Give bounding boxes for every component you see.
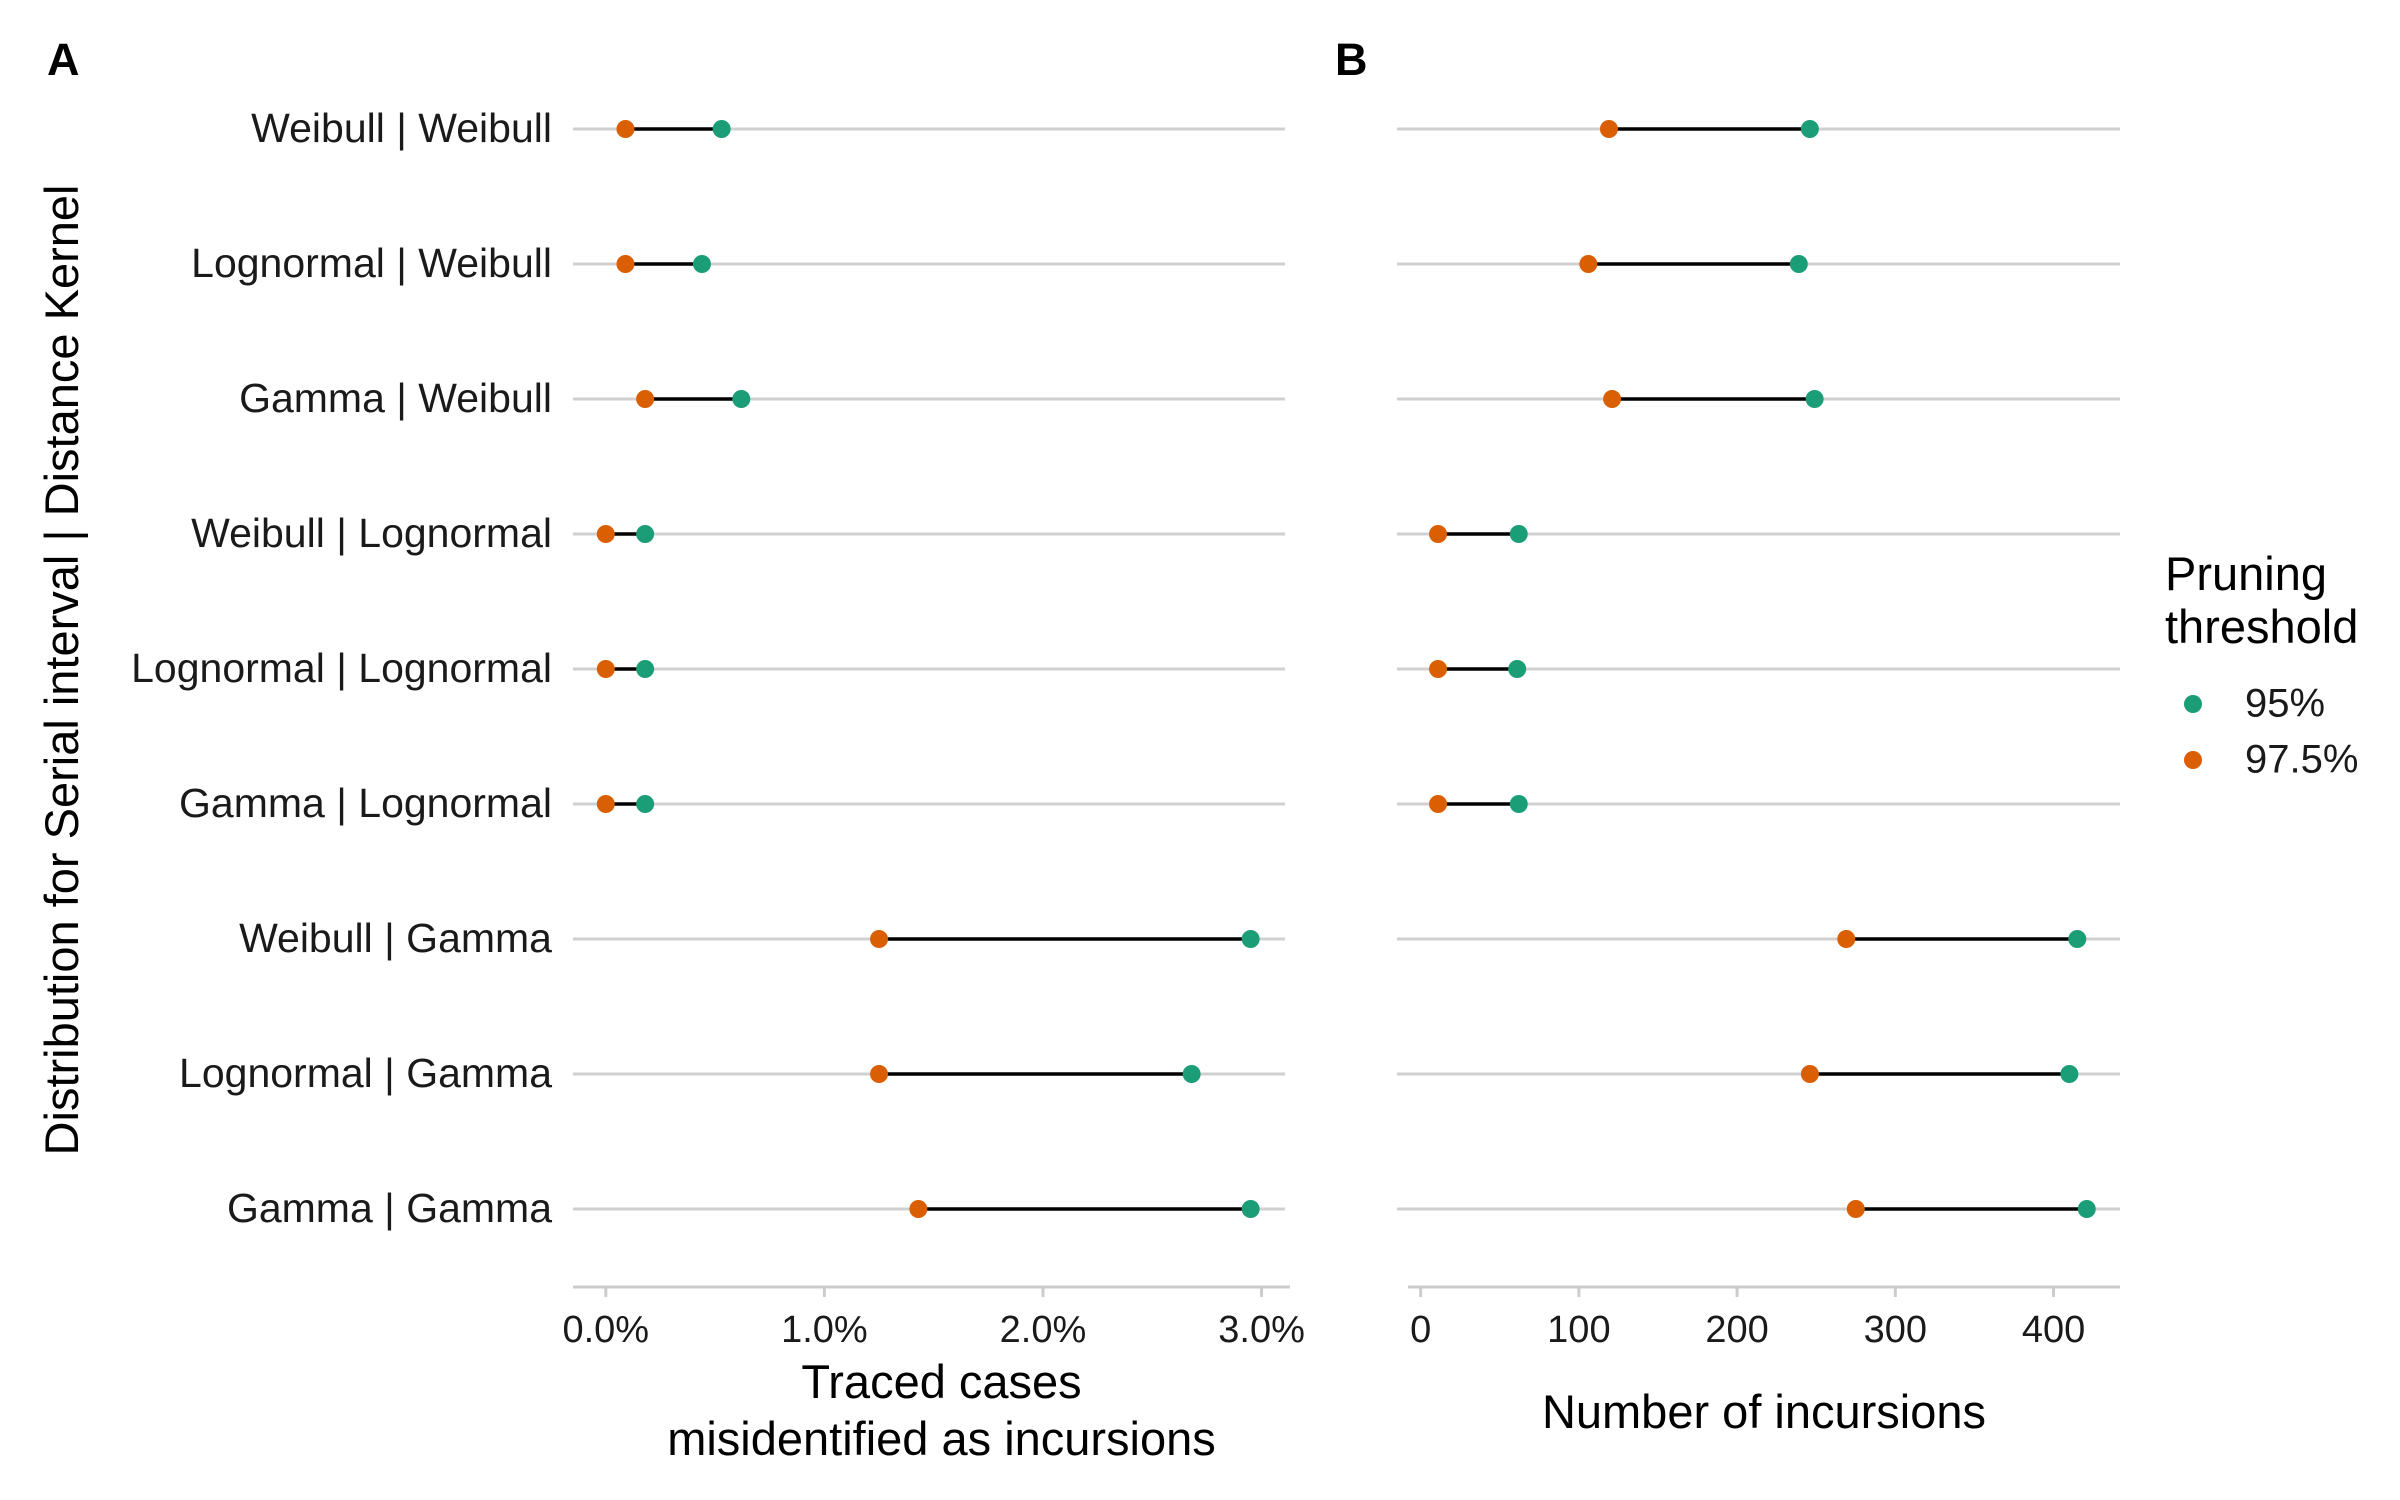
y-tick-label: Lognormal | Gamma [179,1050,552,1096]
panel-a: A Weibull | Weibull Lognormal | Weibull Gam… [47,34,1305,1465]
point-97-5 [596,795,615,813]
y-tick-label: Weibull | Gamma [239,915,552,961]
x-tick-label: 400 [2022,1309,2085,1351]
point-97-5 [870,930,889,948]
point-95 [1508,660,1527,678]
point-97-5 [1429,795,1448,813]
y-tick-label: Weibull | Lognormal [191,510,552,556]
panel-label-b: B [1335,34,1368,85]
point-97-5 [596,660,615,678]
point-95 [1800,120,1819,138]
legend-swatch-95 [2184,695,2202,713]
point-97-5 [1837,930,1856,948]
x-tick-label: 3.0% [1218,1309,1305,1351]
x-tick-label: 300 [1864,1309,1927,1351]
point-97-5 [1579,255,1598,273]
legend-title-line2: threshold [2165,600,2358,653]
point-95 [1241,930,1260,948]
y-tick-label: Lognormal | Lognormal [131,645,552,691]
legend-item-97-5: 97.5% [2245,738,2358,782]
y-axis-label: Distribution for Serial interval | Dista… [35,185,88,1156]
point-95 [636,795,655,813]
point-95 [1182,1065,1201,1083]
y-tick-label: Gamma | Weibull [239,375,552,421]
panel-b: B 0 100 200 300 400 Number of incursions [1335,34,2120,1438]
point-97-5 [909,1200,928,1218]
point-95 [636,525,655,543]
legend: Pruning threshold 95% 97.5% [2165,547,2358,782]
x-axis-label-line2: misidentified as incursions [667,1412,1216,1465]
point-97-5 [616,255,635,273]
point-97-5 [616,120,635,138]
x-tick-label: 1.0% [781,1309,868,1351]
x-tick-label: 2.0% [1000,1309,1087,1351]
point-95 [2068,930,2087,948]
point-97-5 [636,390,655,408]
legend-swatch-97-5 [2184,751,2202,769]
x-tick-label: 100 [1547,1309,1610,1351]
legend-item-95: 95% [2245,682,2325,726]
point-95 [1509,795,1528,813]
point-97-5 [1846,1200,1865,1218]
x-axis-label-line1: Number of incursions [1542,1385,1986,1438]
point-97-5 [870,1065,889,1083]
point-97-5 [1429,525,1448,543]
legend-title-line1: Pruning [2165,547,2327,600]
point-97-5 [1603,390,1622,408]
x-tick-label: 0.0% [562,1309,649,1351]
point-97-5 [596,525,615,543]
y-tick-label: Weibull | Weibull [251,105,552,151]
point-95 [636,660,655,678]
point-95 [712,120,731,138]
point-95 [1789,255,1808,273]
point-97-5 [1429,660,1448,678]
y-tick-label: Gamma | Gamma [227,1185,552,1231]
x-tick-label: 200 [1705,1309,1768,1351]
y-tick-label: Gamma | Lognormal [179,780,552,826]
point-95 [1509,525,1528,543]
point-95 [692,255,711,273]
x-tick-label: 0 [1410,1309,1431,1351]
point-95 [1241,1200,1260,1218]
point-95 [732,390,751,408]
x-axis-label-line1: Traced cases [801,1355,1081,1408]
point-97-5 [1599,120,1618,138]
point-95 [2060,1065,2079,1083]
point-95 [1805,390,1824,408]
y-tick-label: Lognormal | Weibull [191,240,552,286]
point-95 [2077,1200,2096,1218]
panel-label-a: A [47,34,80,85]
point-97-5 [1800,1065,1819,1083]
